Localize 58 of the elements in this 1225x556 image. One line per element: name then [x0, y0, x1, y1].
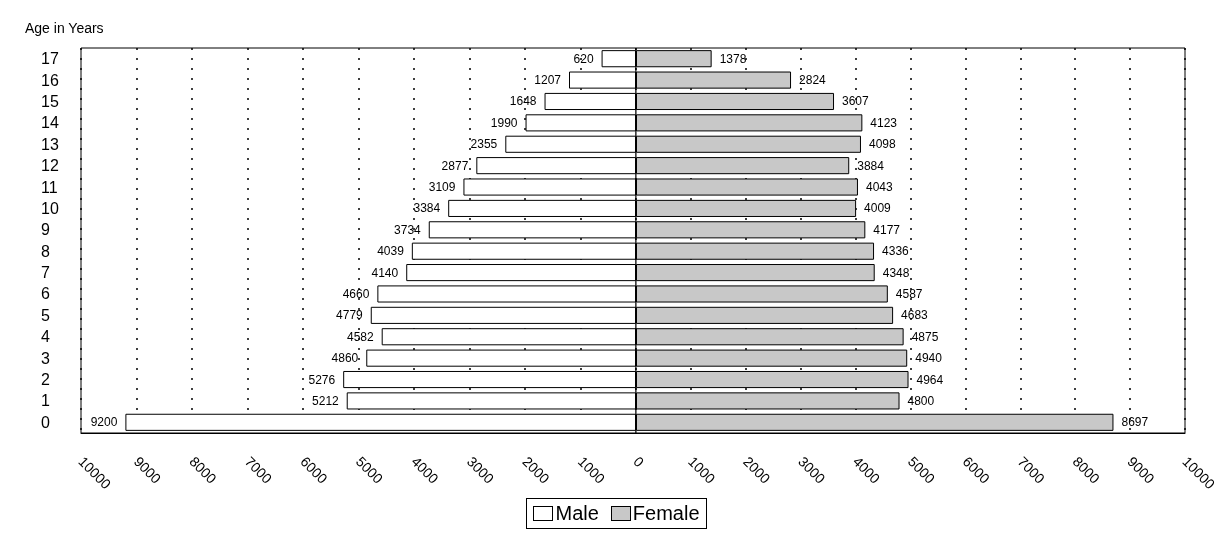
data-label: 2877: [441, 158, 469, 173]
y-tick-label: 15: [41, 92, 59, 110]
y-tick-label: 1: [41, 392, 50, 410]
data-label: 3734: [394, 222, 422, 237]
data-label: 4875: [911, 329, 939, 344]
y-tick-label: 14: [41, 114, 59, 132]
y-tick-label: 2: [41, 371, 50, 389]
y-tick-label: 9: [41, 221, 50, 239]
y-tick-label: 3: [41, 349, 50, 367]
data-label: 9200: [90, 415, 118, 430]
data-label: 4660: [342, 286, 370, 301]
data-label: 4140: [371, 265, 399, 280]
data-label: 4587: [895, 286, 923, 301]
data-label: 2355: [470, 137, 498, 152]
data-label: 4177: [873, 222, 901, 237]
data-label: 4043: [865, 180, 893, 195]
data-label: 4348: [882, 265, 910, 280]
data-label: 1990: [490, 115, 518, 130]
data-label: 1207: [534, 73, 562, 88]
data-label: 4123: [870, 115, 898, 130]
data-label: 4039: [377, 244, 405, 259]
y-tick-label: 13: [41, 135, 59, 153]
data-label: 4336: [882, 244, 910, 259]
y-tick-label: 0: [41, 413, 50, 431]
data-label: 3884: [857, 158, 885, 173]
data-label: 1378: [719, 51, 747, 66]
y-tick-label: 10: [41, 199, 59, 217]
y-tick-label: 12: [41, 157, 59, 175]
data-label: 4779: [336, 308, 364, 323]
data-label: 2824: [799, 73, 827, 88]
y-tick-label: 6: [41, 285, 50, 303]
data-label: 4582: [347, 329, 375, 344]
y-axis-title: Age in Years: [25, 20, 104, 36]
data-label: 3109: [428, 180, 456, 195]
data-label: 3384: [413, 201, 441, 216]
data-label: 4940: [915, 351, 943, 366]
x-tick-label: 0: [630, 453, 648, 471]
data-label: 620: [573, 51, 594, 66]
data-label: 5212: [312, 393, 340, 408]
y-tick-label: 4: [41, 328, 50, 346]
data-label: 8697: [1121, 415, 1149, 430]
data-label: 5276: [308, 372, 336, 387]
data-label: 3607: [842, 94, 870, 109]
y-tick-label: 11: [41, 178, 58, 196]
data-label: 4009: [864, 201, 892, 216]
data-label: 4860: [331, 351, 359, 366]
y-tick-label: 16: [41, 71, 59, 89]
y-tick-label: 8: [41, 242, 50, 260]
y-tick-label: 5: [41, 306, 50, 324]
y-tick-label: 17: [41, 50, 59, 68]
data-label: 4683: [901, 308, 929, 323]
data-label: 4098: [868, 137, 896, 152]
data-label: 1648: [509, 94, 537, 109]
legend-label: Male: [555, 502, 599, 525]
data-label: 4800: [907, 393, 935, 408]
data-label: 4964: [916, 372, 944, 387]
text: Female: [632, 502, 700, 525]
y-tick-label: 7: [41, 264, 50, 282]
